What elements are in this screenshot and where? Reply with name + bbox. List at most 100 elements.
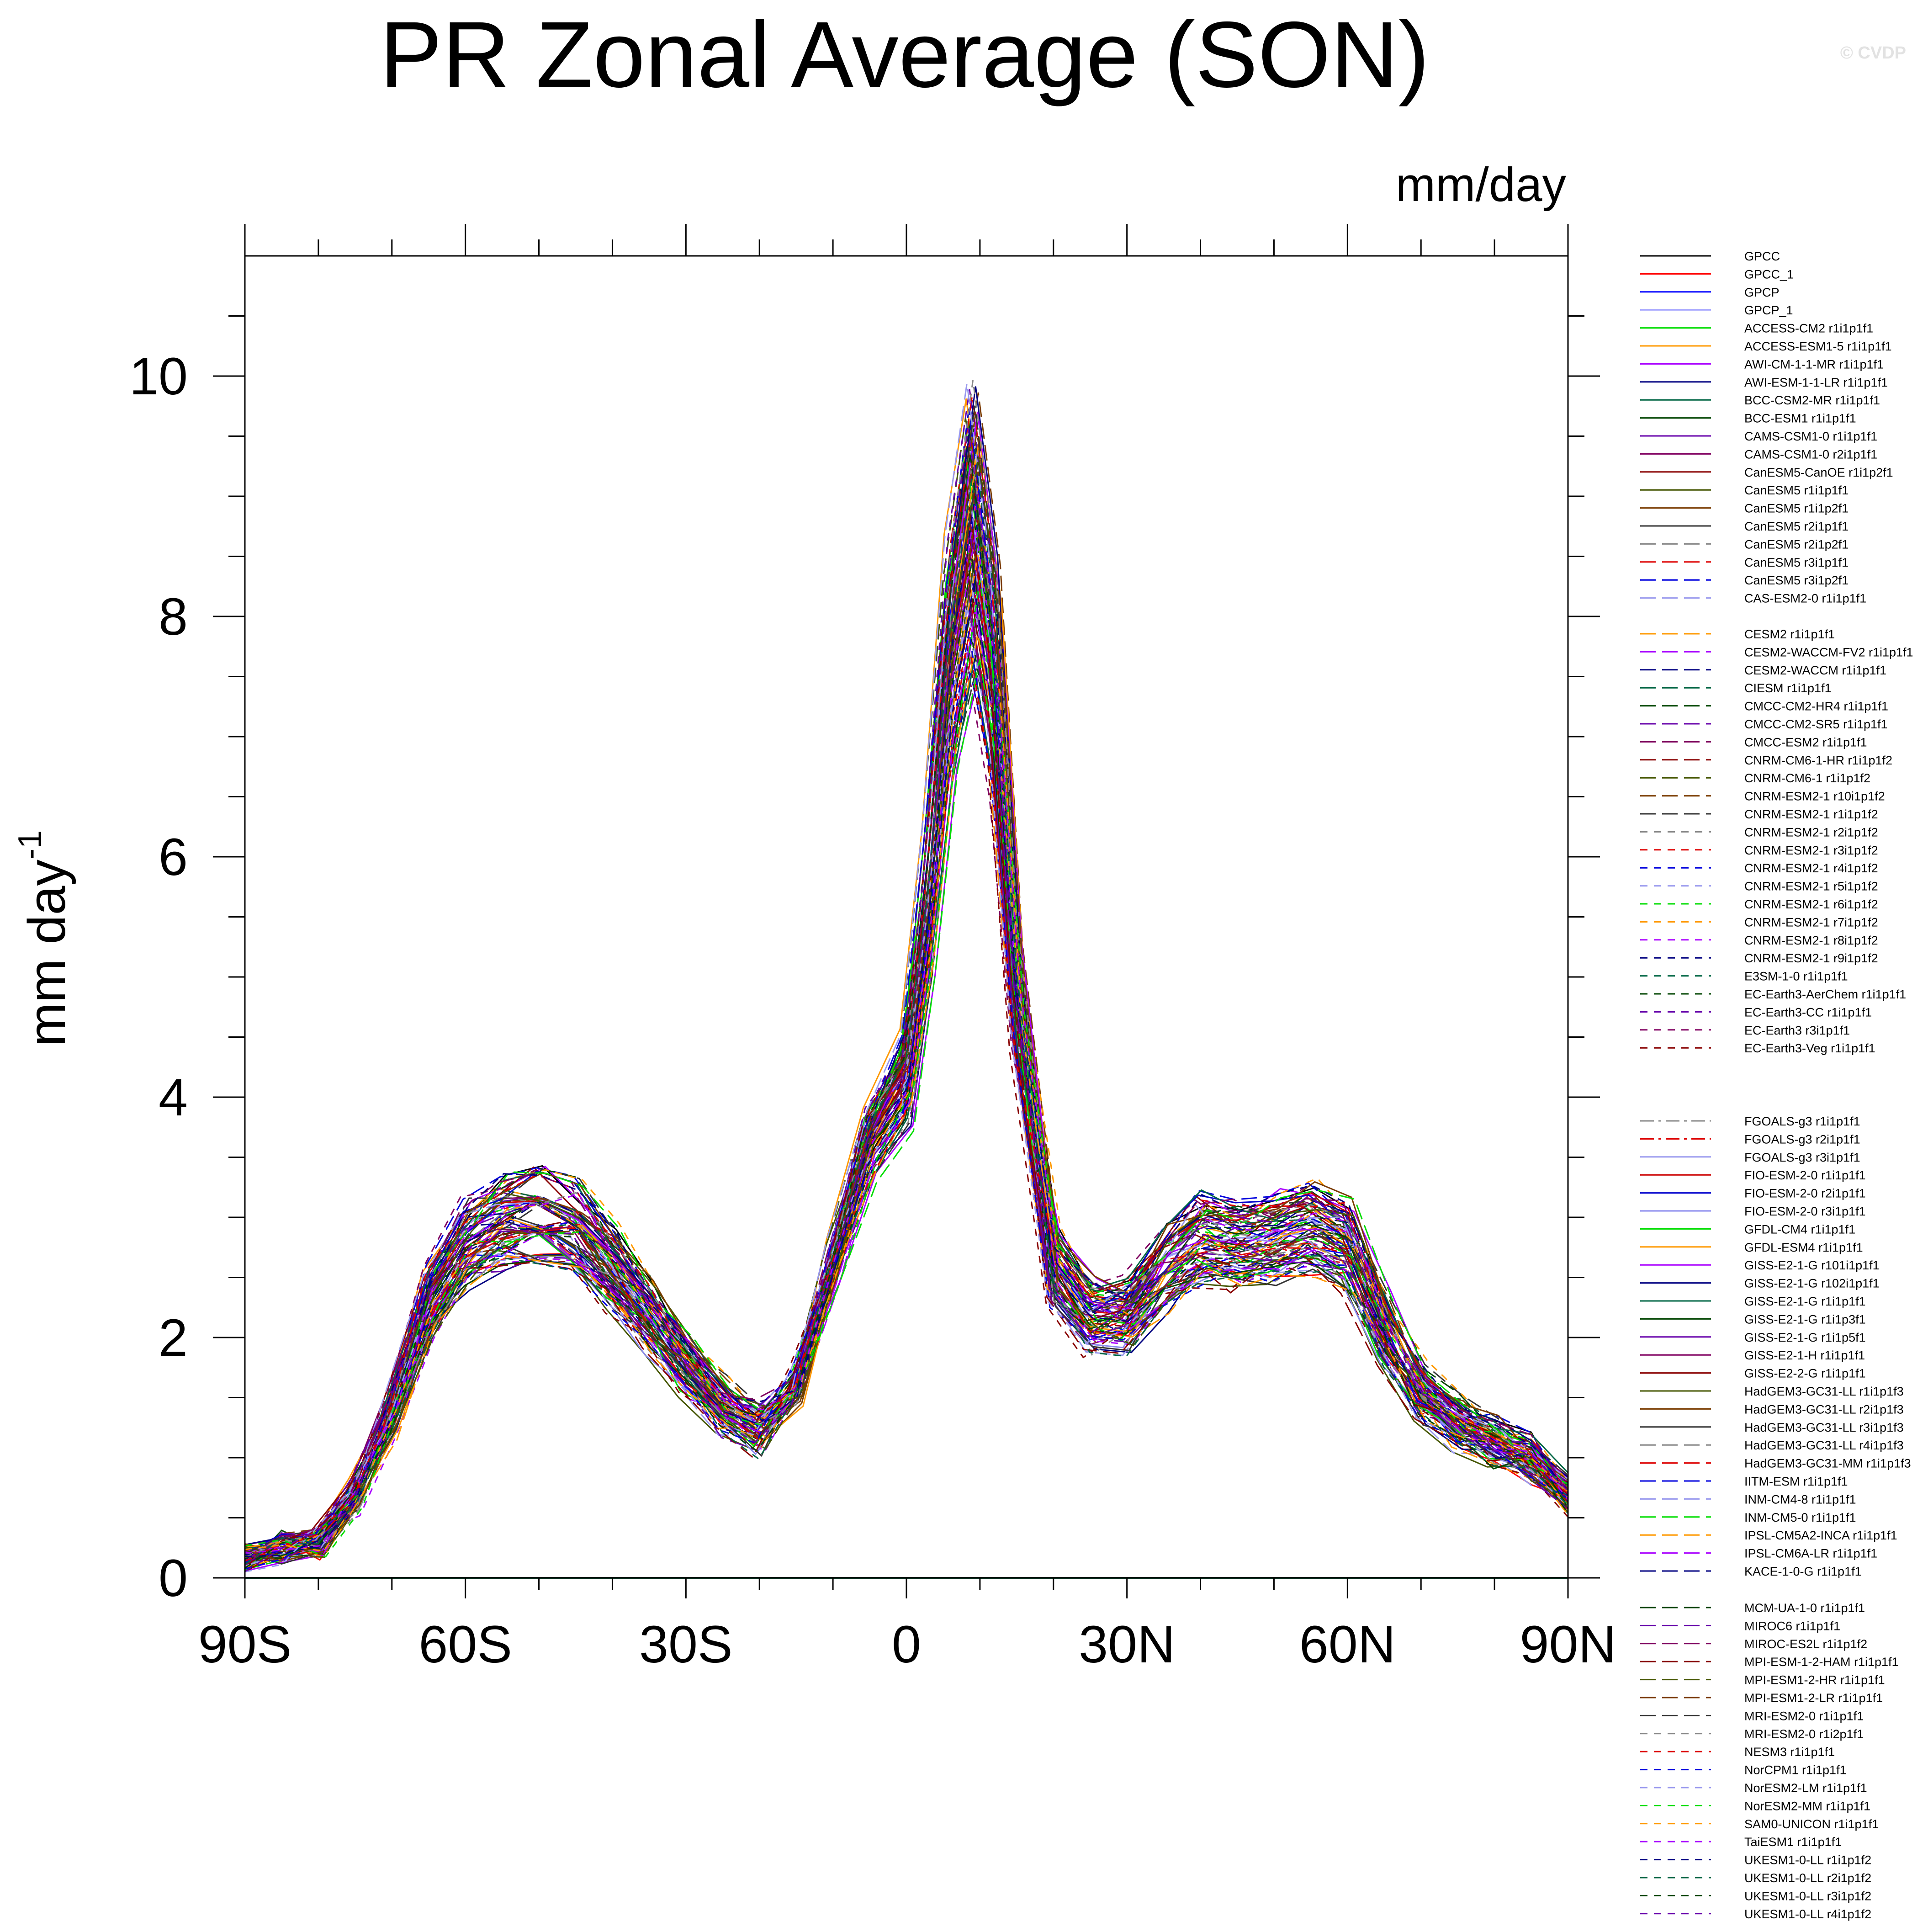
legend-label: CAMS-CSM1-0 r1i1p1f1 [1744, 430, 1877, 443]
legend-label: UKESM1-0-LL r2i1p1f2 [1744, 1871, 1871, 1885]
series-line [244, 409, 1569, 1563]
series-lines [244, 380, 1569, 1573]
legend: GPCC GPCC_1 GPCP GPCP_1 ACCESS-CM2 r1i1p1f1 A… [1640, 249, 1913, 1921]
y-tick-label: 4 [159, 1068, 188, 1127]
series-line [244, 507, 1569, 1566]
legend-label: AWI-CM-1-1-MR r1i1p1f1 [1744, 357, 1884, 371]
legend-label: GFDL-ESM4 r1i1p1f1 [1744, 1241, 1863, 1254]
series-line [244, 411, 1569, 1572]
y-tick-label: 6 [159, 828, 188, 886]
legend-label: CNRM-CM6-1 r1i1p1f2 [1744, 771, 1870, 785]
legend-label: GFDL-CM4 r1i1p1f1 [1744, 1222, 1855, 1236]
legend-label: MPI-ESM1-2-HR r1i1p1f1 [1744, 1673, 1885, 1687]
legend-label: CESM2 r1i1p1f1 [1744, 627, 1835, 641]
y-tick-label: 8 [159, 588, 188, 646]
series-line [244, 420, 1569, 1568]
series-line [244, 440, 1568, 1551]
legend-label: INM-CM5-0 r1i1p1f1 [1744, 1511, 1856, 1524]
legend-label: IPSL-CM5A2-INCA r1i1p1f1 [1744, 1529, 1897, 1542]
y-axis-title-sup: -1 [12, 830, 48, 860]
x-tick-label: 30S [639, 1615, 733, 1674]
series-line [244, 428, 1569, 1572]
legend-label: EC-Earth3-Veg r1i1p1f1 [1744, 1041, 1875, 1055]
series-line [244, 662, 1569, 1549]
legend-label: CanESM5 r1i1p1f1 [1744, 483, 1849, 497]
legend-label: CNRM-ESM2-1 r6i1p1f2 [1744, 897, 1878, 911]
x-axis: 90S 60S 30S 0 30N 60N 90N [198, 224, 1616, 1674]
y-tick-label: 2 [159, 1309, 188, 1367]
series-line [244, 516, 1569, 1562]
legend-label: INM-CM4-8 r1i1p1f1 [1744, 1492, 1856, 1506]
legend-label: GPCC [1744, 249, 1780, 263]
series-line [244, 634, 1569, 1559]
legend-label: UKESM1-0-LL r1i1p1f2 [1744, 1853, 1871, 1867]
series-line [244, 532, 1569, 1562]
legend-label: UKESM1-0-LL r4i1p1f2 [1744, 1907, 1871, 1921]
legend-label: CAMS-CSM1-0 r2i1p1f1 [1744, 447, 1877, 461]
x-tick-label: 90N [1520, 1615, 1616, 1674]
series-line [244, 456, 1568, 1558]
legend-label: CNRM-ESM2-1 r1i1p1f2 [1744, 807, 1878, 821]
legend-label: FIO-ESM-2-0 r2i1p1f1 [1744, 1187, 1866, 1200]
legend-label: CanESM5 r1i1p2f1 [1744, 502, 1849, 515]
legend-label: MPI-ESM-1-2-HAM r1i1p1f1 [1744, 1655, 1899, 1669]
y-axis: 0 2 4 6 8 10 [129, 315, 1600, 1608]
legend-label: CNRM-ESM2-1 r7i1p1f2 [1744, 915, 1878, 929]
legend-label: E3SM-1-0 r1i1p1f1 [1744, 970, 1848, 983]
series-line [244, 615, 1568, 1569]
series-line [244, 589, 1569, 1573]
x-tick-label: 60S [418, 1615, 512, 1674]
series-line [244, 557, 1569, 1559]
legend-label: EC-Earth3-AerChem r1i1p1f1 [1744, 987, 1906, 1001]
legend-label: EC-Earth3-CC r1i1p1f1 [1744, 1005, 1872, 1019]
y-axis-title: mm day-1 [12, 830, 76, 1046]
legend-label: CNRM-ESM2-1 r5i1p1f2 [1744, 880, 1878, 893]
legend-label: GISS-E2-1-G r1i1p3f1 [1744, 1312, 1866, 1326]
series-line [244, 668, 1568, 1566]
legend-label: CNRM-ESM2-1 r4i1p1f2 [1744, 861, 1878, 875]
series-line [244, 608, 1568, 1553]
legend-label: GISS-E2-1-G r101i1p1f1 [1744, 1258, 1880, 1272]
legend-label: IPSL-CM6A-LR r1i1p1f1 [1744, 1547, 1877, 1560]
legend-label: BCC-ESM1 r1i1p1f1 [1744, 412, 1856, 425]
legend-label: CNRM-CM6-1-HR r1i1p1f2 [1744, 754, 1892, 767]
legend-label: NESM3 r1i1p1f1 [1744, 1745, 1835, 1759]
legend-label: TaiESM1 r1i1p1f1 [1744, 1835, 1842, 1849]
legend-label: HadGEM3-GC31-LL r4i1p1f3 [1744, 1438, 1904, 1452]
legend-label: MCM-UA-1-0 r1i1p1f1 [1744, 1601, 1865, 1615]
legend-label: SAM0-UNICON r1i1p1f1 [1744, 1817, 1879, 1831]
series-line [244, 491, 1569, 1570]
legend-label: AWI-ESM-1-1-LR r1i1p1f1 [1744, 376, 1888, 389]
legend-label: EC-Earth3 r3i1p1f1 [1744, 1024, 1850, 1037]
legend-label: NorCPM1 r1i1p1f1 [1744, 1763, 1847, 1777]
legend-label: HadGEM3-GC31-LL r3i1p1f3 [1744, 1421, 1904, 1434]
series-line [244, 595, 1568, 1560]
series-line [244, 580, 1568, 1558]
legend-label: GPCP_1 [1744, 303, 1793, 317]
legend-label: MPI-ESM1-2-LR r1i1p1f1 [1744, 1691, 1883, 1705]
series-line [244, 395, 1569, 1571]
legend-label: CanESM5 r2i1p2f1 [1744, 537, 1849, 551]
series-line [244, 643, 1569, 1573]
legend-label: GISS-E2-1-H r1i1p1f1 [1744, 1348, 1865, 1362]
legend-label: MRI-ESM2-0 r1i1p1f1 [1744, 1709, 1864, 1723]
legend-label: CIESM r1i1p1f1 [1744, 681, 1832, 695]
legend-label: FGOALS-g3 r3i1p1f1 [1744, 1151, 1860, 1164]
legend-label: CMCC-CM2-HR4 r1i1p1f1 [1744, 700, 1888, 713]
legend-label: CESM2-WACCM-FV2 r1i1p1f1 [1744, 645, 1913, 659]
series-line [244, 418, 1569, 1560]
legend-label: MRI-ESM2-0 r1i2p1f1 [1744, 1727, 1864, 1741]
legend-label: IITM-ESM r1i1p1f1 [1744, 1475, 1848, 1488]
legend-label: GISS-E2-1-G r1i1p1f1 [1744, 1295, 1866, 1308]
legend-label: GISS-E2-1-G r1i1p5f1 [1744, 1331, 1866, 1344]
legend-label: MIROC6 r1i1p1f1 [1744, 1619, 1840, 1633]
legend-label: CNRM-ESM2-1 r8i1p1f2 [1744, 934, 1878, 947]
legend-label: NorESM2-LM r1i1p1f1 [1744, 1781, 1867, 1795]
legend-label: CanESM5-CanOE r1i1p2f1 [1744, 466, 1893, 479]
legend-label: CNRM-ESM2-1 r3i1p1f2 [1744, 844, 1878, 857]
legend-label: CMCC-ESM2 r1i1p1f1 [1744, 735, 1867, 749]
series-line [244, 631, 1568, 1570]
legend-label: CAS-ESM2-0 r1i1p1f1 [1744, 592, 1866, 605]
legend-label: ACCESS-ESM1-5 r1i1p1f1 [1744, 340, 1892, 353]
